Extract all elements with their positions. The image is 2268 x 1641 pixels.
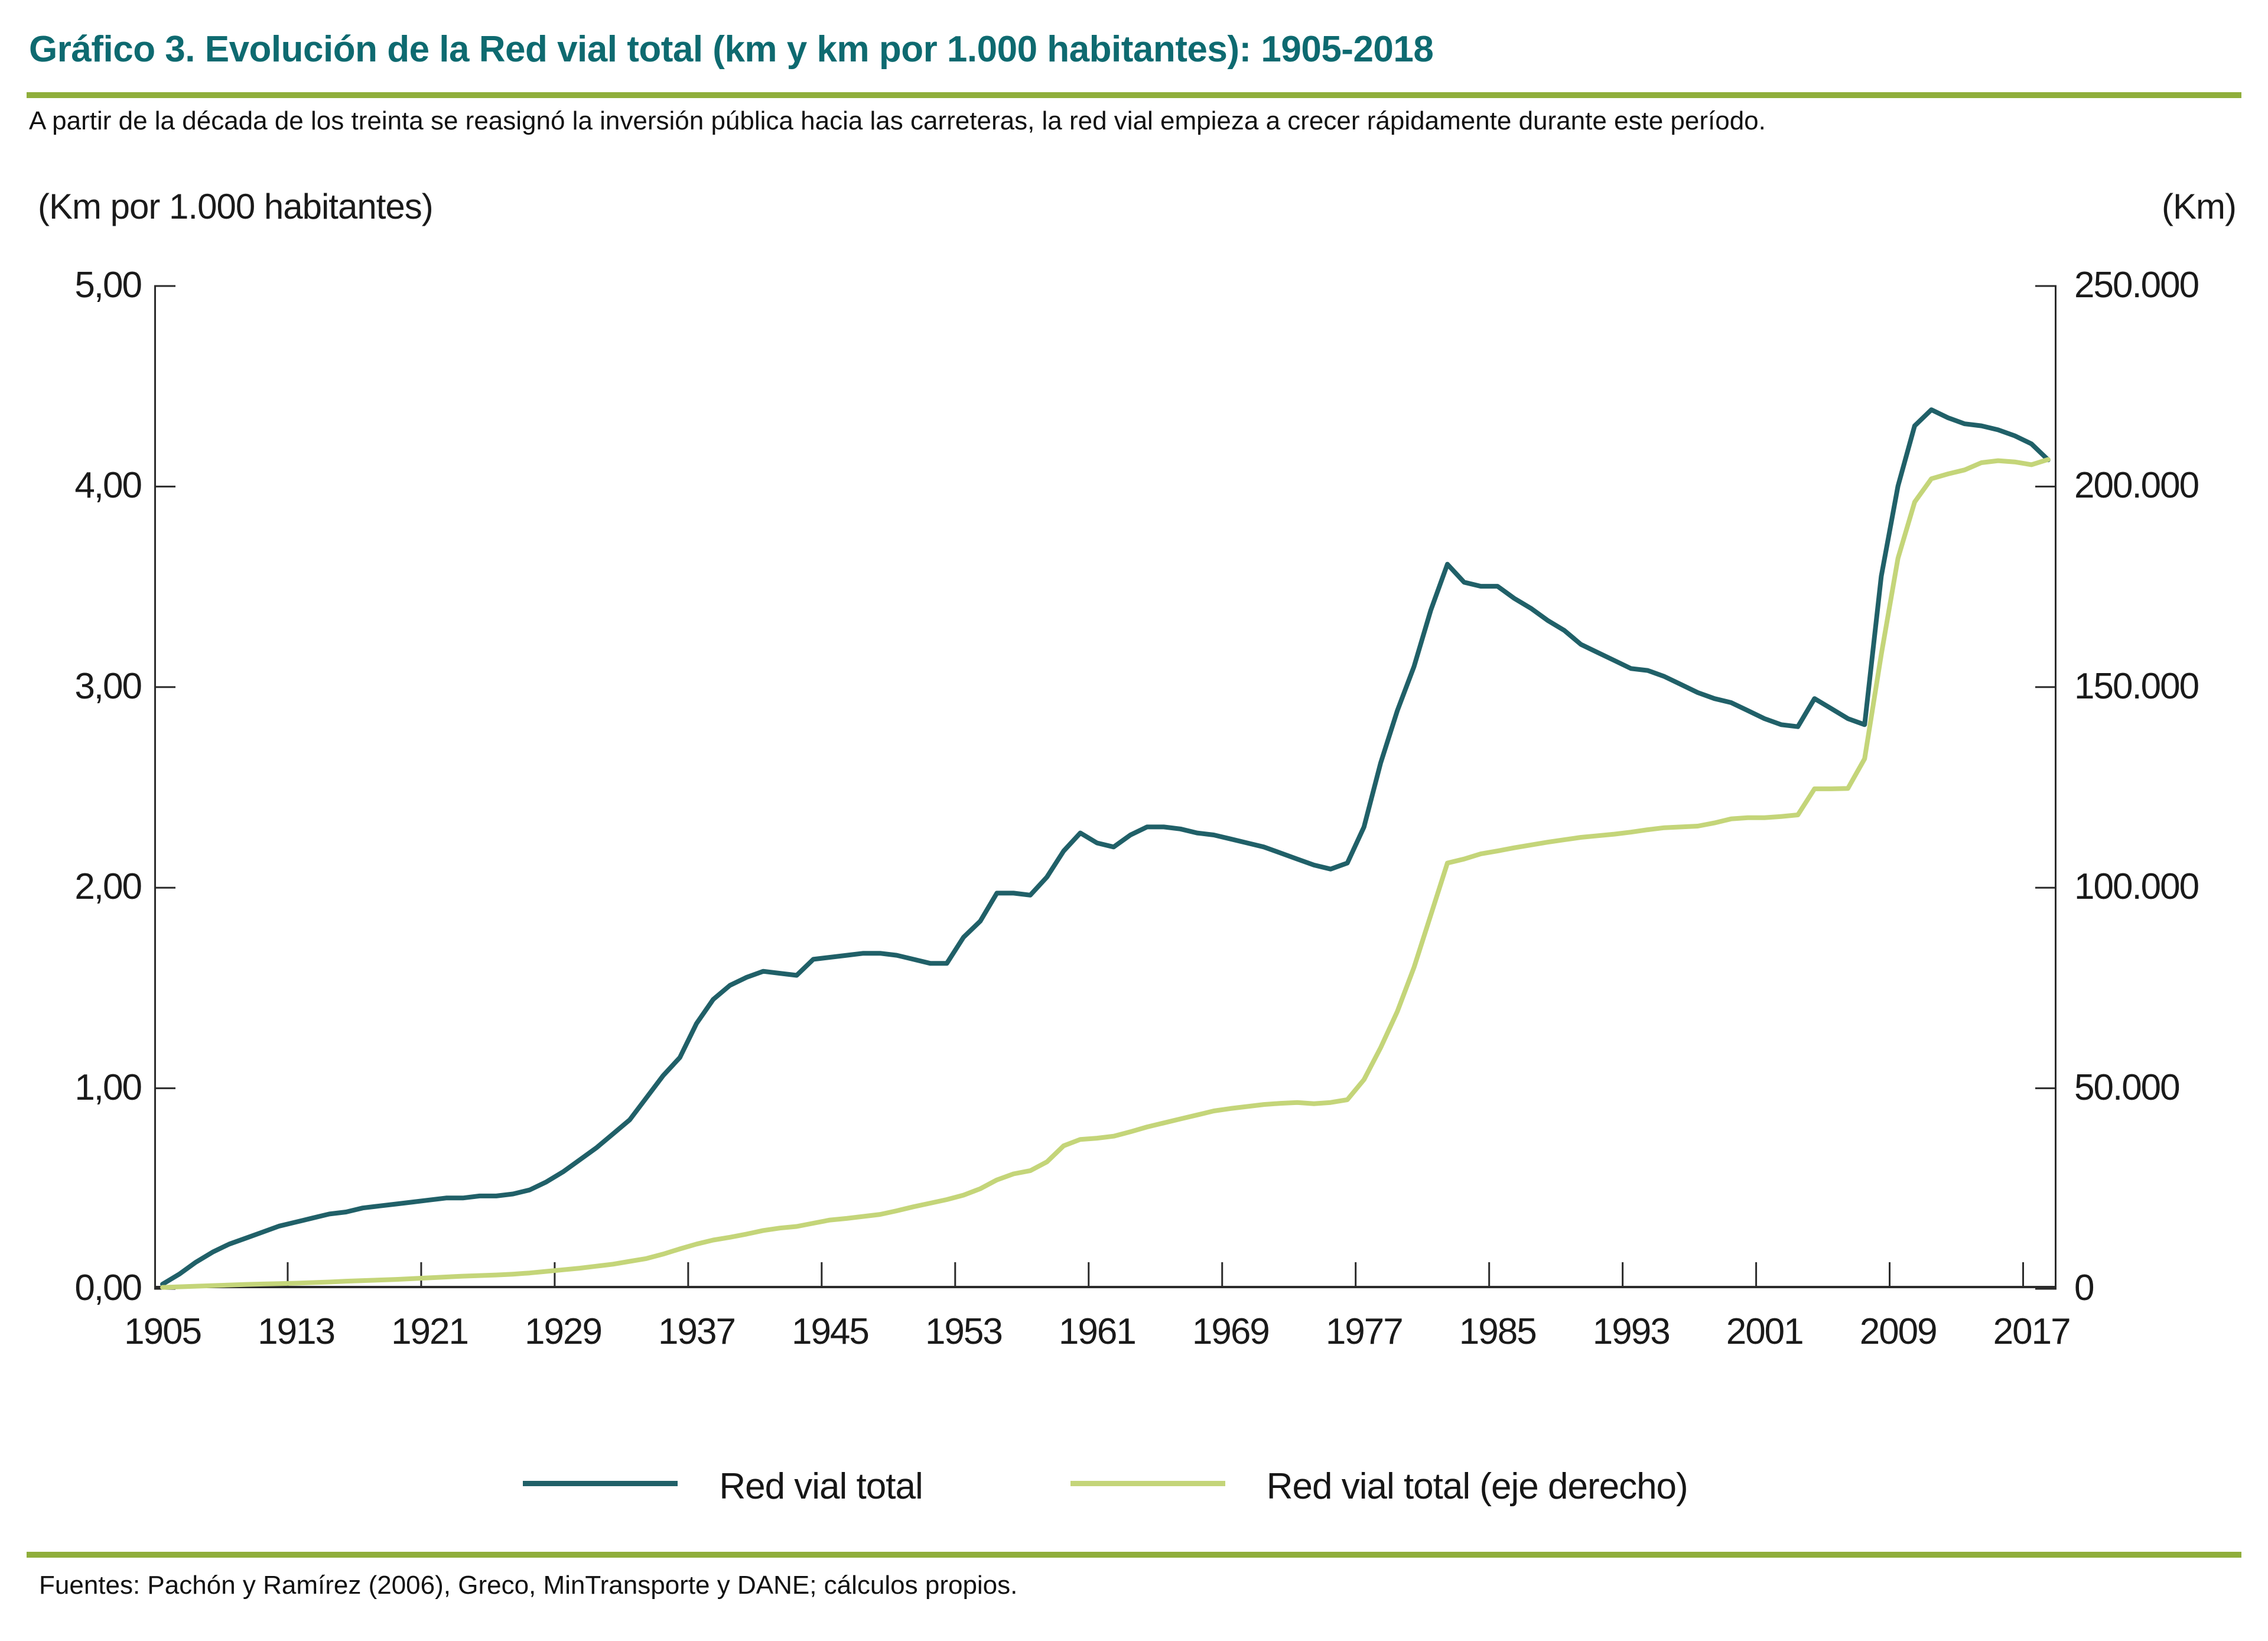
right-axis-tick-label: 150.000 [2074,665,2199,707]
legend-swatch-icon [1070,1481,1225,1486]
left-axis-tick-label: 0,00 [74,1268,142,1308]
x-axis-tick-label: 1945 [791,1311,870,1352]
x-axis-tick-label: 1969 [1192,1311,1270,1352]
left-axis-tick-label: 1,00 [74,1067,142,1108]
x-axis-tick-label: 1921 [391,1311,469,1352]
x-axis-tick-label: 1905 [124,1311,202,1352]
left-axis-tick-label: 3,00 [74,665,142,707]
legend-item: Red vial total (eje derecho) [1070,1465,1688,1507]
x-axis-tick-label: 2001 [1726,1311,1804,1352]
x-axis-tick-label: 1953 [925,1311,1003,1352]
x-axis-tick-label: 1929 [525,1311,603,1352]
x-axis-tick-label: 1913 [258,1311,336,1352]
left-axis-tick-label: 2,00 [74,866,142,908]
chart-subtitle: A partir de la década de los treinta se … [29,106,1766,135]
chart-canvas [154,285,2057,1290]
right-axis-tick-label: 200.000 [2074,465,2199,506]
source-note: Fuentes: Pachón y Ramírez (2006), Greco,… [39,1571,1018,1600]
chart-title: Gráfico 3. Evolución de la Red vial tota… [29,29,1434,70]
left-axis-tick-label: 4,00 [74,465,142,506]
left-axis-tick-label: 5,00 [74,265,142,306]
x-axis-tick-label: 1937 [658,1311,736,1352]
right-axis-tick-label: 50.000 [2074,1067,2181,1108]
bottom-rule [27,1552,2241,1558]
x-axis-tick-label: 1985 [1459,1311,1537,1352]
right-axis-tick-label: 100.000 [2074,866,2199,908]
x-axis-tick-label: 2009 [1859,1311,1938,1352]
x-axis-tick-label: 1977 [1325,1311,1404,1352]
x-axis-tick-label: 1993 [1592,1311,1671,1352]
legend-label: Red vial total (eje derecho) [1266,1466,1688,1507]
right-axis-tick-label: 250.000 [2074,265,2199,306]
series-line-red-vial-total-eje-derecho [160,457,2051,1290]
x-axis-tick-label: 1961 [1058,1311,1137,1352]
series-line-red-vial-total [160,407,2051,1287]
legend-label: Red vial total [719,1466,923,1507]
right-axis-tick-label: 0 [2074,1268,2094,1308]
top-rule [27,92,2241,98]
legend-item: Red vial total [523,1465,923,1507]
left-axis-title: (Km por 1.000 habitantes) [38,187,434,226]
plot-area [154,285,2057,1290]
legend-swatch-icon [523,1481,678,1486]
legend: Red vial total Red vial total (eje derech… [154,1465,2057,1507]
x-axis-tick-label: 2017 [1993,1311,2071,1352]
right-axis-title: (Km) [2162,187,2237,226]
